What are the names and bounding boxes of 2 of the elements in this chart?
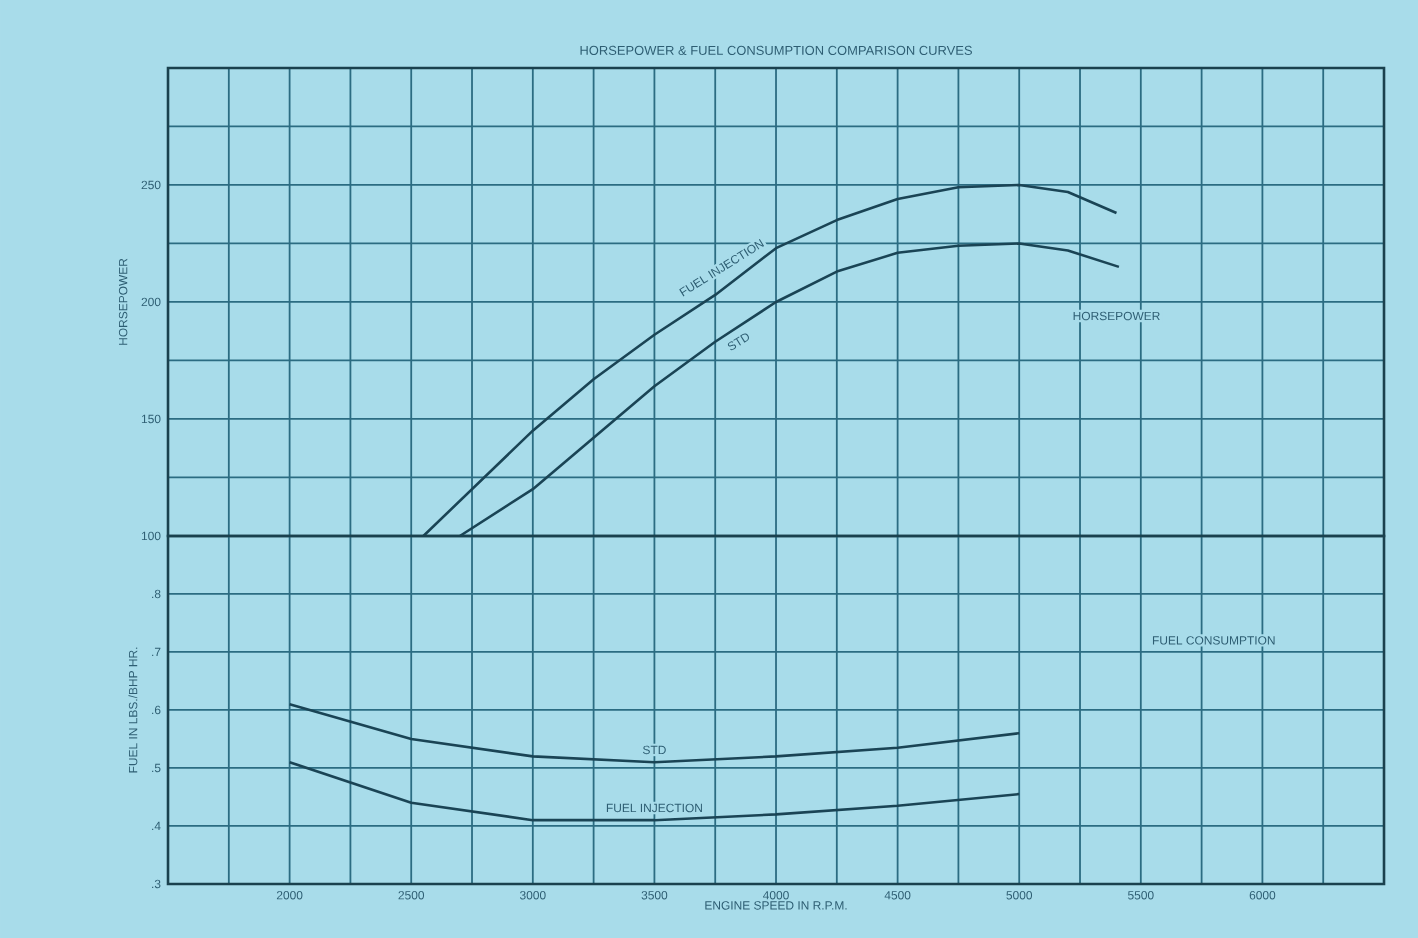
line-series	[288, 702, 1021, 764]
line-series	[288, 760, 1021, 822]
